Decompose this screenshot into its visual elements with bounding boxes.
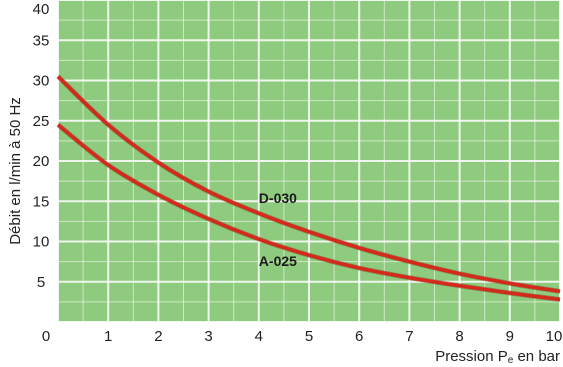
x-tick-label: 6 (355, 328, 363, 345)
y-axis-title: Débit en l/min à 50 Hz (7, 97, 24, 245)
y-tick-label: 15 (33, 193, 50, 210)
y-tick-label: 40 (33, 1, 50, 18)
x-tick-label: 8 (455, 328, 463, 345)
x-tick-label: 9 (506, 328, 514, 345)
x-tick-label: 4 (255, 328, 263, 345)
x-tick-label: 5 (305, 328, 313, 345)
y-tick-label: 5 (37, 274, 45, 291)
series-label-d-030: D-030 (259, 190, 297, 206)
x-axis-title-subscript: e (508, 355, 514, 366)
x-tick-label: 2 (154, 328, 162, 345)
x-tick-label: 10 (546, 328, 563, 345)
x-tick-label: 3 (204, 328, 212, 345)
series-line-d-030 (56, 75, 561, 294)
x-tick-label: 0 (42, 328, 50, 345)
x-axis-title-unit: en bar (513, 348, 560, 365)
y-tick-label: 30 (33, 73, 50, 90)
grid (57, 0, 561, 323)
x-axis-title-main: Pression P (435, 348, 508, 365)
series-labels: D-030 A-025 (259, 190, 297, 269)
y-tick-label: 35 (33, 32, 50, 49)
y-tick-labels: 5 10 15 20 25 30 35 40 (33, 1, 50, 291)
series-label-a-025: A-025 (259, 253, 297, 269)
y-tick-label: 25 (33, 113, 50, 130)
x-tick-labels: 0 1 2 3 4 5 6 7 8 9 10 (42, 328, 563, 345)
y-tick-label: 20 (33, 153, 50, 170)
x-axis-title: Pression Pe en bar (435, 348, 560, 366)
series-lines (56, 74, 561, 302)
y-tick-label: 10 (33, 234, 50, 251)
x-tick-label: 7 (405, 328, 413, 345)
series-line-a-025 (56, 123, 561, 302)
x-tick-label: 1 (104, 328, 112, 345)
